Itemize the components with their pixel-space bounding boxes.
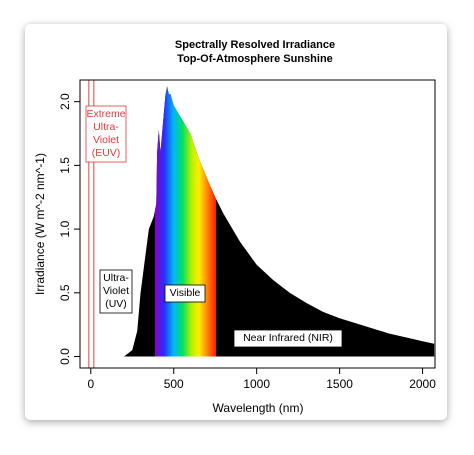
annotation-text: (EUV) xyxy=(92,147,121,159)
x-tick-label: 2000 xyxy=(409,377,436,391)
y-tick-label: 1.0 xyxy=(58,220,72,237)
euv-line xyxy=(93,80,95,368)
y-tick-label: 0.5 xyxy=(58,284,72,301)
x-axis-label: Wavelength (nm) xyxy=(213,401,304,415)
annotation-text: Extreme xyxy=(86,108,125,120)
plot-frame xyxy=(79,79,436,369)
chart-subtitle: Top-Of-Atmosphere Sunshine xyxy=(177,53,333,65)
annotation-text: (UV) xyxy=(105,298,127,310)
x-tick-label: 500 xyxy=(164,377,184,391)
annotation-text: Violet xyxy=(103,285,129,297)
chart-title: Spectrally Resolved Irradiance xyxy=(175,39,335,51)
y-tick-label: 2.0 xyxy=(58,93,72,110)
annotation-text: Violet xyxy=(93,134,119,146)
annotation-text: Ultra- xyxy=(103,272,129,284)
annotation-box xyxy=(233,329,343,348)
annotation-box xyxy=(164,284,206,303)
annotation-text: Ultra- xyxy=(93,121,119,133)
y-tick-label: 1.5 xyxy=(58,157,72,174)
euv-line xyxy=(88,80,90,368)
y-axis-label: Irradiance (W m^-2 nm^-1) xyxy=(33,153,47,295)
annotation-box xyxy=(99,269,133,314)
annotation-text: Near Infrared (NIR) xyxy=(243,332,333,344)
x-tick-label: 0 xyxy=(87,377,94,391)
y-tick-label: 0.0 xyxy=(58,348,72,365)
annotation-text: Visible xyxy=(170,287,201,299)
annotation-box xyxy=(85,105,127,163)
x-tick-label: 1000 xyxy=(243,377,270,391)
x-tick-label: 1500 xyxy=(326,377,353,391)
